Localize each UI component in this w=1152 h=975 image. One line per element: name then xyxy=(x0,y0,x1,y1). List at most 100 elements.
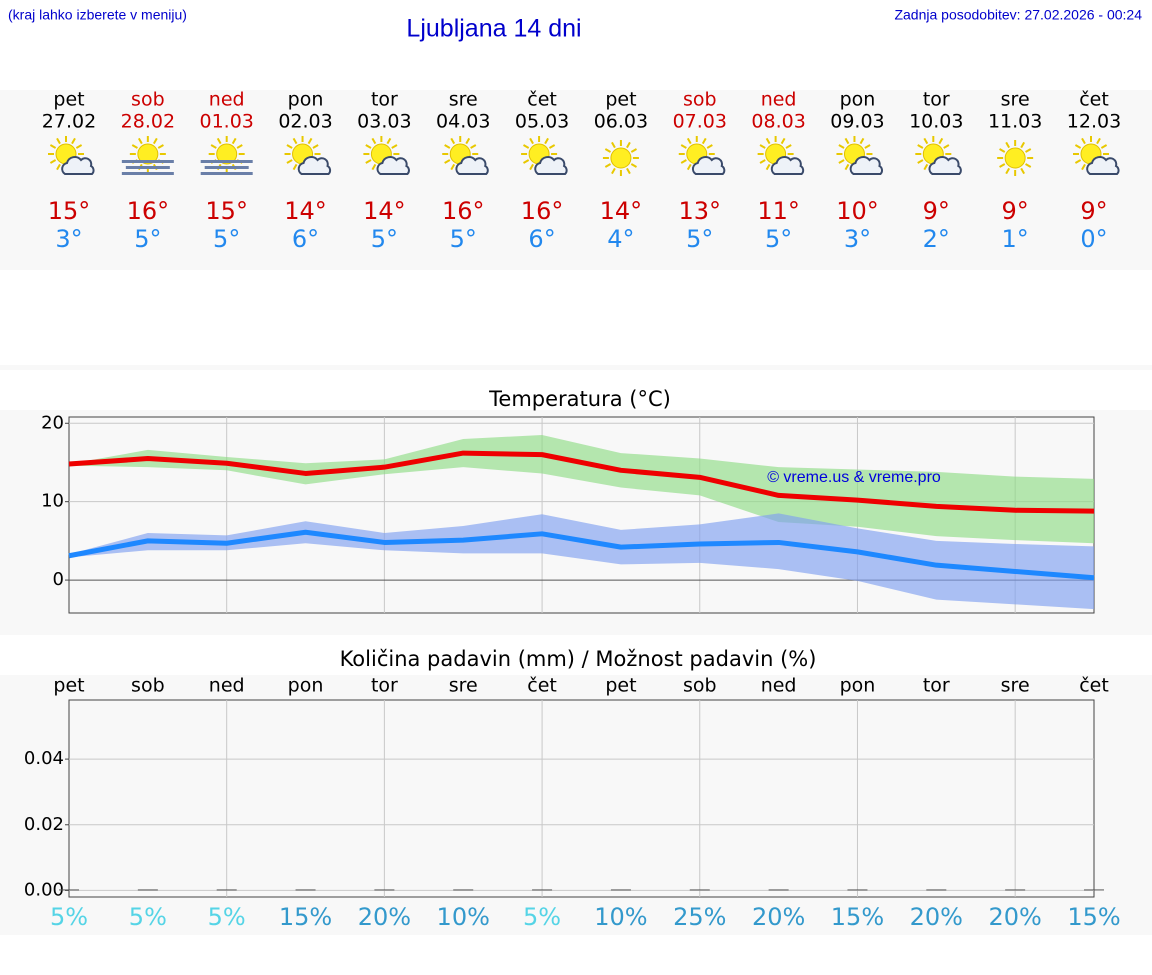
chart-title: Temperatura (°C) xyxy=(488,387,671,411)
sun-ray xyxy=(785,144,792,149)
sun-ray xyxy=(999,148,1006,153)
sun-ray xyxy=(371,163,377,171)
fog-line xyxy=(204,166,249,169)
sun-ray xyxy=(1005,167,1011,175)
line xyxy=(68,450,1095,514)
sun-ray xyxy=(844,137,850,145)
x-tick-label: čet xyxy=(1079,675,1109,697)
weekday: ned xyxy=(209,89,245,111)
sun-ray xyxy=(548,144,556,149)
sun-ray xyxy=(236,144,243,149)
date: 07.03 xyxy=(673,111,727,133)
max-temp: 9° xyxy=(1080,197,1107,225)
max-temp: 15° xyxy=(205,197,248,225)
sun-ray xyxy=(137,137,143,145)
sun-ray xyxy=(1074,144,1082,149)
sun-ray xyxy=(286,159,293,164)
sun-ray xyxy=(152,137,158,145)
sun-ray xyxy=(444,159,451,164)
date: 01.03 xyxy=(199,111,253,133)
sun-ray xyxy=(391,144,398,149)
bar xyxy=(137,889,158,891)
fog-line xyxy=(125,166,170,169)
sun-ray xyxy=(365,144,372,149)
chart-title: Količina padavin (mm) / Možnost padavin … xyxy=(340,647,817,671)
sun-ray xyxy=(626,167,631,175)
sun xyxy=(610,147,632,169)
max-temp: 16° xyxy=(521,197,564,225)
date: 08.03 xyxy=(751,111,805,133)
bar xyxy=(1005,889,1026,891)
weather-icon xyxy=(602,140,639,176)
sun-ray xyxy=(859,137,865,145)
sun-ray xyxy=(680,144,687,149)
sun-ray xyxy=(680,159,687,164)
cloud xyxy=(691,156,726,175)
min-temp: 3° xyxy=(844,225,871,253)
probability-label: 10% xyxy=(437,903,490,931)
y-tick-label: 20 xyxy=(41,412,64,433)
y-tick-label: 10 xyxy=(41,491,64,512)
max-temp: 14° xyxy=(363,197,406,225)
sun-ray xyxy=(470,144,477,149)
min-temp: 5° xyxy=(765,225,792,253)
weather-icon xyxy=(48,136,95,175)
x-tick-label: tor xyxy=(371,675,398,697)
max-temp: 16° xyxy=(127,197,170,225)
probability-label: 5% xyxy=(50,903,88,931)
probability-label: 10% xyxy=(594,903,647,931)
bar xyxy=(453,889,474,891)
sun-ray xyxy=(307,137,313,145)
x-tick-label: ned xyxy=(761,675,797,697)
sun-ray xyxy=(759,144,766,149)
weekday: sob xyxy=(131,89,165,111)
date: 11.03 xyxy=(988,111,1042,133)
weekday: pet xyxy=(53,89,84,111)
sun xyxy=(216,143,238,165)
sun-ray xyxy=(1081,137,1086,145)
probability-label: 5% xyxy=(523,903,561,931)
min-temp: 5° xyxy=(134,225,161,253)
x-tick-label: sob xyxy=(131,675,165,697)
cloud xyxy=(297,156,332,175)
annotation: © vreme.us & vreme.pro xyxy=(767,469,941,486)
weather-icon xyxy=(521,136,568,175)
min-temp: 5° xyxy=(371,225,398,253)
bar xyxy=(689,889,710,891)
weekday: čet xyxy=(527,89,557,111)
sun-ray xyxy=(286,144,293,149)
weather-icon xyxy=(997,140,1034,176)
sun-ray xyxy=(49,144,57,149)
days-panel xyxy=(0,90,1152,270)
weather-icon xyxy=(1073,136,1120,175)
sun-ray xyxy=(529,163,534,171)
sun-ray xyxy=(49,159,57,164)
x-tick-label: sre xyxy=(449,675,478,697)
sun-ray xyxy=(999,163,1006,168)
sun-ray xyxy=(765,137,771,145)
sun-ray xyxy=(604,148,612,153)
bar xyxy=(768,889,789,891)
sun-ray xyxy=(450,137,456,145)
date: 27.02 xyxy=(42,111,96,133)
min-temp: 5° xyxy=(450,225,477,253)
probability-label: 20% xyxy=(910,903,963,931)
max-temp: 11° xyxy=(757,197,800,225)
sun-ray xyxy=(938,137,944,145)
sun-ray xyxy=(706,144,713,149)
sun-ray xyxy=(529,137,534,145)
sun xyxy=(1004,147,1026,169)
sun-ray xyxy=(56,137,61,145)
cloud xyxy=(770,156,805,175)
min-temp: 6° xyxy=(528,225,555,253)
sun-ray xyxy=(1005,141,1011,149)
bar xyxy=(216,889,237,891)
weekday: sre xyxy=(1001,89,1030,111)
max-temp: 14° xyxy=(284,197,327,225)
fog-line xyxy=(121,172,174,175)
bar xyxy=(610,889,631,891)
weather-icon xyxy=(915,136,962,175)
sun-ray xyxy=(611,141,616,149)
probability-label: 15% xyxy=(279,903,332,931)
date: 09.03 xyxy=(830,111,884,133)
